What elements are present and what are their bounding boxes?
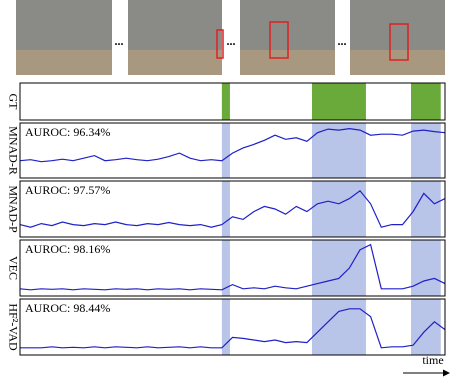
panel-frame [19, 298, 446, 356]
gap-dots: ... [338, 34, 347, 48]
anomaly-shade [311, 123, 366, 178]
anomaly-shade [311, 299, 366, 355]
anomaly-shade [221, 123, 230, 178]
anomaly-shade [221, 240, 230, 296]
panel-frame [19, 180, 446, 238]
frame-ground [16, 50, 112, 75]
anomaly-shade [221, 181, 230, 237]
auroc-label: AUROC: 97.57% [25, 183, 110, 197]
score-line [19, 127, 446, 163]
frame-ground [350, 50, 445, 75]
score-line [20, 308, 446, 349]
auroc-label: AUROC: 96.34% [25, 125, 110, 139]
gt-interval [311, 83, 366, 120]
panel-frame [19, 82, 446, 121]
anomaly-shade [311, 181, 366, 237]
frame-ground [128, 50, 222, 75]
panel-label: MNAD-P [6, 185, 20, 233]
panel-label: HF²-VAD [6, 303, 20, 351]
anomaly-shade [411, 181, 441, 237]
detection-box [389, 23, 409, 61]
detection-box [269, 21, 289, 59]
time-arrow-head [443, 369, 450, 377]
gt-interval [221, 83, 230, 120]
gap-dots: ... [227, 34, 236, 48]
panel-frame [19, 122, 446, 179]
anomaly-shade [311, 240, 366, 296]
anomaly-shade [411, 240, 441, 296]
anomaly-shade [221, 299, 230, 355]
panel-label: GT [6, 94, 20, 111]
gt-interval [411, 83, 441, 120]
anomaly-shade [411, 299, 441, 355]
panel-label: MNAD-R [6, 126, 20, 175]
auroc-label: AUROC: 98.44% [25, 301, 110, 315]
x-axis-label: time [422, 353, 443, 367]
frames: ... ... ... [16, 0, 445, 75]
auroc-label: AUROC: 98.16% [25, 242, 110, 256]
panel-label: VEC [6, 256, 20, 280]
score-line [19, 243, 446, 291]
score-line [19, 189, 446, 228]
panel-frame [19, 239, 446, 297]
gap-dots: ... [115, 34, 124, 48]
detection-box [216, 29, 224, 59]
